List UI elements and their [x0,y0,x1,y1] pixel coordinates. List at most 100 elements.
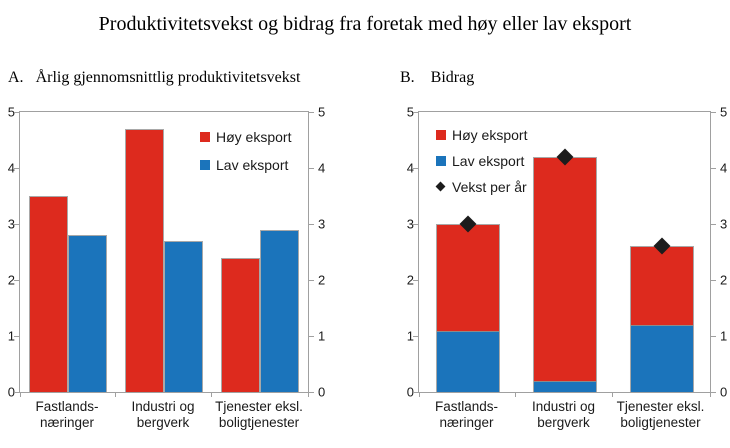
legend-label: Høy eksport [452,126,528,143]
legend-item: Høy eksport [200,128,291,145]
y-tick-mark [309,223,314,225]
legend-swatch-lav-eksport [436,155,446,166]
y-tick-mark [413,391,418,393]
panel-b: B. Bidrag 0 0 1 1 2 2 3 3 4 4 5 5 Fastlands-næringe… [365,65,730,448]
legend-swatch-hoy-eksport [436,129,446,140]
category-label: Industri og bergverk [515,399,612,431]
y-tick-label: 4 [720,160,728,176]
category-label-line: næringer [39,415,95,430]
category-label-line: Fastlands- [434,399,499,414]
bar-group [613,112,710,392]
category-label: Fastlands-næringer [19,399,115,431]
legend-label: Lav eksport [452,152,525,169]
y-tick-label: 0 [7,384,15,400]
x-tick-mark [211,393,213,397]
panel-a-plot-area: 0 0 1 1 2 2 3 3 4 4 5 5 [8,106,325,399]
panel-b-category-axis: Fastlands-næringer Industri og bergverk Tje… [418,399,709,431]
y-tick-mark [711,111,716,113]
panel-a-title-text: Årlig gjennomsnittlig produktivitetsveks… [35,69,301,86]
category-label-line: Tjenester eksl. [616,399,705,414]
category-label-line: Industri og [531,399,596,414]
segment-lav-eksport [533,380,596,392]
x-tick-mark [115,393,117,397]
y-tick-label: 2 [318,272,326,288]
y-tick-label: 2 [406,272,414,288]
y-tick-label: 3 [720,216,728,232]
y-tick-label: 5 [7,104,15,120]
y-tick-mark [711,167,716,169]
y-tick-mark [14,391,19,393]
y-tick-label: 3 [7,216,15,232]
y-tick-label: 1 [720,328,728,344]
y-tick-label: 1 [318,328,326,344]
x-tick-mark [19,393,21,397]
bar-lav-eksport [164,240,203,392]
legend-item: Lav eksport [436,152,527,169]
y-tick-mark [14,111,19,113]
y-tick-mark [413,335,418,337]
y-tick-label: 3 [318,216,326,232]
category-label-line: bergverk [537,415,590,430]
legend-label: Vekst per år [452,178,527,195]
bar-hoy-eksport [125,128,164,392]
x-tick-mark [307,393,309,397]
category-label: Tjenester eksl. boligtjenester [612,399,709,431]
legend-item: Vekst per år [435,178,527,195]
panel-b-letter: B. [400,69,415,86]
y-tick-label: 1 [406,328,414,344]
y-tick-mark [14,279,19,281]
stacked-bar [532,156,597,392]
y-tick-mark [309,279,314,281]
legend-item: Lav eksport [200,156,291,173]
y-tick-mark [14,167,19,169]
segment-lav-eksport [436,330,499,392]
y-tick-label: 5 [406,104,414,120]
vekst-per-ar-diamond-icon [435,181,446,192]
legend-item: Høy eksport [436,126,527,143]
x-tick-mark [515,393,517,397]
x-tick-mark [612,393,614,397]
stacked-bar [435,224,500,392]
panel-a-category-axis: Fastlands-næringer Industri og bergverk Tje… [19,399,307,431]
y-tick-mark [309,391,314,393]
bar-group [212,112,308,392]
y-tick-label: 2 [720,272,728,288]
y-tick-mark [309,335,314,337]
stacked-bar [629,246,694,392]
y-tick-mark [14,223,19,225]
bar-hoy-eksport [29,196,68,392]
segment-hoy-eksport [630,247,693,326]
segment-lav-eksport [630,325,693,392]
y-tick-label: 0 [318,384,326,400]
category-label-line: boligtjenester [620,415,701,430]
y-tick-mark [309,167,314,169]
bar-group [516,112,613,392]
category-label: Fastlands-næringer [418,399,515,431]
y-tick-mark [711,391,716,393]
y-tick-label: 0 [406,384,414,400]
category-label-line: boligtjenester [218,415,300,430]
segment-hoy-eksport [533,157,596,381]
panel-a-title: A. Årlig gjennomsnittlig produktivitetsv… [8,69,300,87]
y-tick-mark [14,335,19,337]
y-tick-label: 1 [7,328,15,344]
y-tick-mark [711,223,716,225]
x-tick-mark [709,393,711,397]
bar-group [116,112,212,392]
bar-lav-eksport [260,229,299,392]
y-tick-label: 4 [7,160,15,176]
y-tick-label: 4 [406,160,414,176]
y-tick-label: 5 [720,104,728,120]
y-tick-label: 4 [318,160,326,176]
y-tick-mark [413,167,418,169]
bars-layer [419,112,710,392]
y-tick-mark [413,111,418,113]
legend-label: Lav eksport [216,156,289,173]
y-tick-mark [309,111,314,113]
category-label-line: Tjenester eksl. [215,399,303,414]
y-tick-mark [413,223,418,225]
panel-a-legend: Høy eksport Lav eksport [200,128,291,173]
panel-b-title-text: Bidrag [430,69,475,86]
y-tick-mark [711,279,716,281]
y-tick-mark [413,279,418,281]
